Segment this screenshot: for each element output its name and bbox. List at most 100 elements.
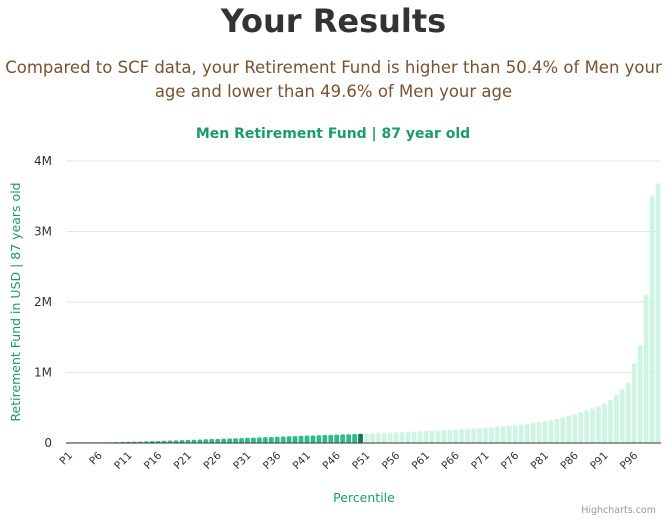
- y-tick-label: 1M: [34, 366, 52, 380]
- bar[interactable]: [411, 431, 417, 443]
- bar[interactable]: [477, 428, 482, 443]
- bar[interactable]: [346, 434, 352, 443]
- bar[interactable]: [328, 434, 334, 443]
- bar[interactable]: [536, 422, 542, 443]
- y-tick-label: 2M: [34, 295, 52, 309]
- bar[interactable]: [560, 417, 566, 443]
- bar[interactable]: [340, 434, 346, 443]
- x-tick-label: P56: [380, 449, 403, 472]
- bar[interactable]: [286, 436, 292, 443]
- bar[interactable]: [322, 435, 328, 443]
- bar[interactable]: [530, 422, 536, 443]
- bar[interactable]: [542, 421, 548, 443]
- bar[interactable]: [608, 400, 613, 443]
- bar[interactable]: [227, 438, 233, 443]
- x-tick-label: P16: [142, 449, 165, 472]
- bar[interactable]: [310, 435, 316, 443]
- bar[interactable]: [423, 431, 429, 443]
- bar[interactable]: [590, 408, 595, 443]
- x-tick-label: P41: [291, 450, 313, 472]
- x-tick-label: P81: [529, 450, 551, 472]
- x-tick-label: P21: [172, 450, 194, 472]
- bar[interactable]: [518, 424, 524, 443]
- bar[interactable]: [512, 425, 518, 443]
- y-gridlines: [66, 160, 661, 373]
- bar[interactable]: [257, 437, 262, 443]
- bar[interactable]: [179, 440, 185, 443]
- bar[interactable]: [417, 431, 423, 443]
- bar[interactable]: [596, 406, 601, 443]
- x-tick-label: P76: [499, 449, 522, 472]
- bar[interactable]: [292, 436, 298, 443]
- bar[interactable]: [155, 440, 161, 443]
- y-tick-label: 3M: [34, 225, 52, 239]
- bar[interactable]: [173, 440, 179, 443]
- bar[interactable]: [405, 431, 411, 443]
- bar[interactable]: [381, 432, 387, 443]
- bar[interactable]: [262, 437, 268, 443]
- bar[interactable]: [280, 436, 286, 443]
- bar[interactable]: [161, 440, 167, 443]
- bar[interactable]: [447, 429, 453, 443]
- bar[interactable]: [429, 430, 435, 443]
- bar[interactable]: [566, 415, 572, 443]
- bar[interactable]: [524, 423, 530, 443]
- bar[interactable]: [453, 429, 459, 443]
- bar[interactable]: [459, 429, 465, 443]
- bar[interactable]: [619, 389, 625, 443]
- bar[interactable]: [614, 395, 619, 443]
- bar[interactable]: [602, 403, 607, 443]
- bar[interactable]: [239, 437, 244, 443]
- bar[interactable]: [352, 433, 357, 443]
- bar[interactable]: [584, 410, 590, 443]
- bar[interactable]: [221, 438, 227, 443]
- bar[interactable]: [649, 196, 655, 443]
- bar[interactable]: [643, 294, 649, 443]
- bar[interactable]: [655, 183, 661, 443]
- bar[interactable]: [625, 383, 631, 443]
- bar[interactable]: [334, 434, 340, 443]
- bar[interactable]: [489, 427, 494, 443]
- bar[interactable]: [441, 430, 447, 443]
- bar[interactable]: [370, 433, 375, 443]
- highcharts-credits-link[interactable]: Highcharts.com: [581, 505, 656, 516]
- bar[interactable]: [631, 363, 637, 443]
- bar[interactable]: [203, 439, 209, 443]
- bar[interactable]: [298, 435, 304, 443]
- bar[interactable]: [471, 428, 476, 443]
- y-tick-label: 0: [44, 436, 52, 450]
- bar[interactable]: [274, 436, 280, 443]
- chart-title: Men Retirement Fund | 87 year old: [196, 126, 470, 142]
- bar[interactable]: [316, 435, 322, 443]
- bar[interactable]: [376, 433, 381, 443]
- bar[interactable]: [209, 439, 215, 443]
- bar[interactable]: [251, 437, 256, 443]
- bar[interactable]: [483, 427, 488, 443]
- bar[interactable]: [435, 430, 441, 443]
- bar[interactable]: [500, 426, 506, 443]
- bar[interactable]: [268, 436, 274, 443]
- bar[interactable]: [554, 418, 560, 443]
- bar[interactable]: [215, 438, 221, 443]
- bar-your-percentile[interactable]: [358, 433, 363, 443]
- bar[interactable]: [185, 439, 191, 443]
- bar[interactable]: [572, 414, 578, 443]
- bar[interactable]: [364, 433, 369, 443]
- bar[interactable]: [637, 345, 643, 443]
- bar[interactable]: [167, 440, 173, 443]
- bar[interactable]: [191, 439, 197, 443]
- bar[interactable]: [495, 426, 500, 443]
- bar[interactable]: [393, 432, 399, 443]
- bar[interactable]: [506, 425, 512, 443]
- y-tick-label: 4M: [34, 154, 52, 168]
- bar[interactable]: [399, 432, 405, 443]
- bar[interactable]: [245, 437, 250, 443]
- x-tick-label: P86: [558, 449, 581, 472]
- bar[interactable]: [197, 439, 203, 443]
- bar[interactable]: [548, 420, 554, 443]
- bar[interactable]: [304, 435, 310, 443]
- bar[interactable]: [578, 412, 584, 443]
- bar[interactable]: [465, 428, 471, 443]
- bar[interactable]: [233, 438, 238, 443]
- bar[interactable]: [387, 432, 393, 443]
